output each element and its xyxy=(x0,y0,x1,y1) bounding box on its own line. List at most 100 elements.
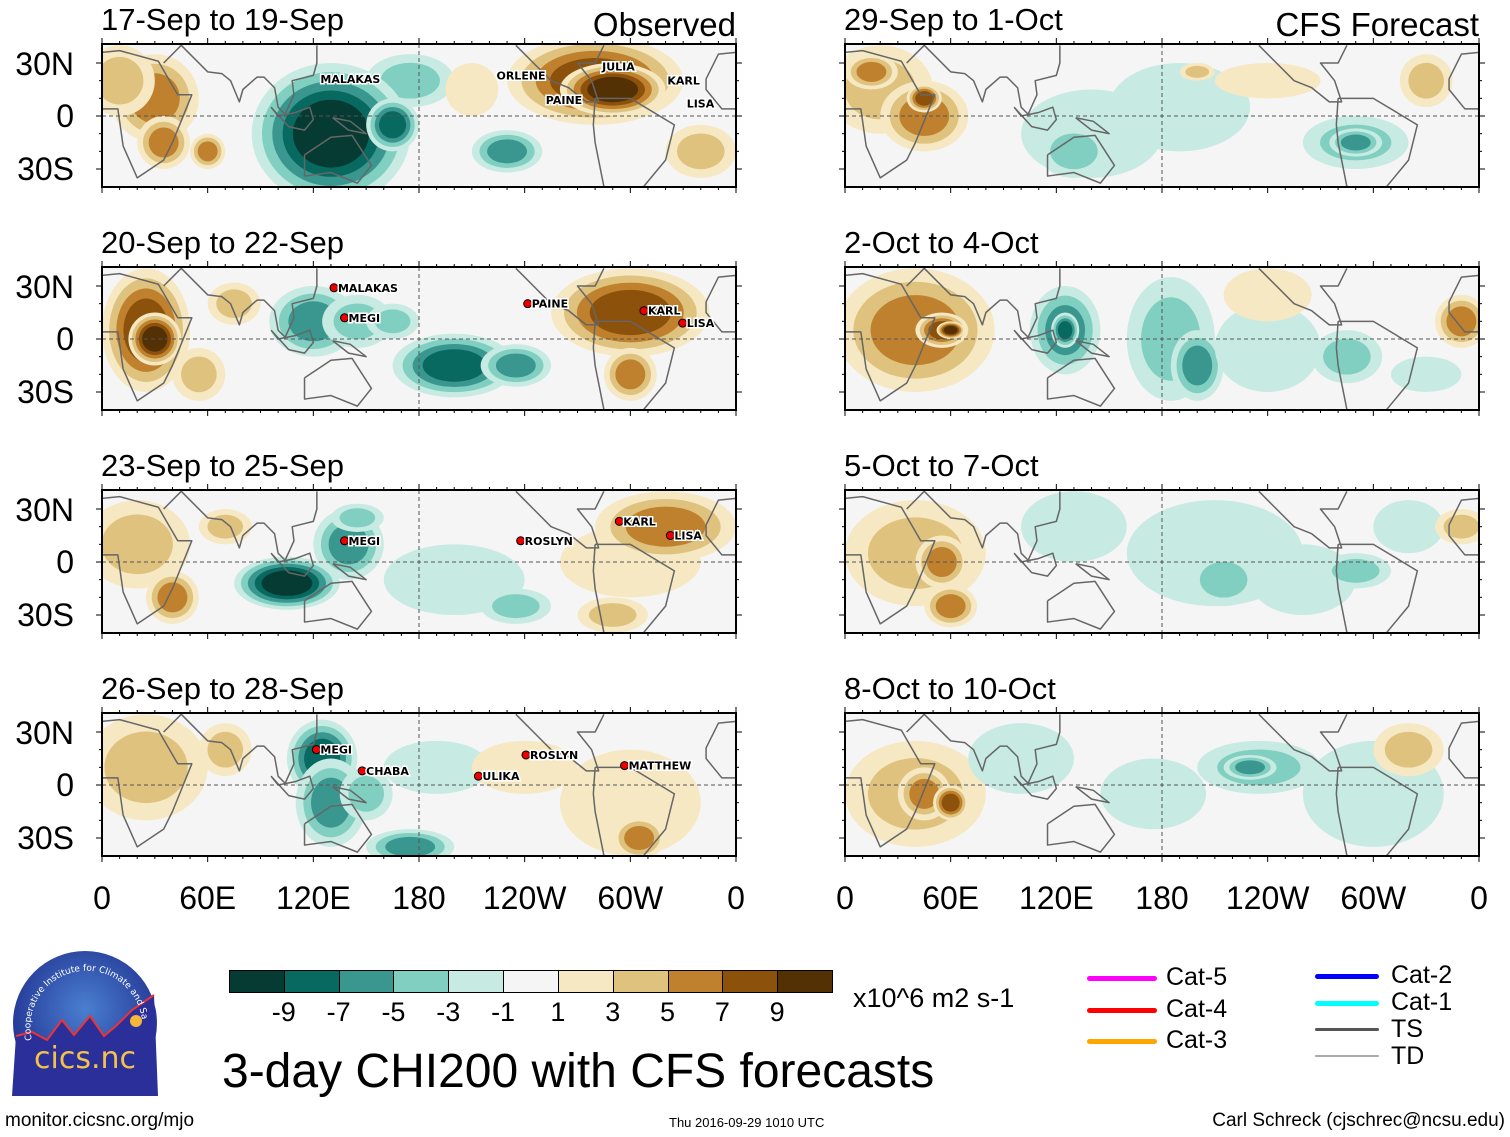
anomaly-contour xyxy=(1182,345,1213,386)
coastline xyxy=(705,497,736,556)
coastline xyxy=(270,775,315,800)
anomaly-contour xyxy=(941,793,960,812)
coastline xyxy=(515,713,605,772)
coastline xyxy=(163,44,318,115)
coastline xyxy=(515,44,605,103)
coastline xyxy=(1046,357,1116,407)
anomaly-contour xyxy=(1199,561,1248,598)
observed-label: Observed xyxy=(592,6,736,43)
panel-title: 5-Oct to 7-Oct xyxy=(844,448,1039,483)
cics-logo: cics.nc Cooperative Institute for Climat… xyxy=(9,943,158,1096)
lon-tick-label: 0 xyxy=(93,880,111,916)
coastline xyxy=(1075,786,1110,804)
storm-label: MATTHEW xyxy=(629,760,692,773)
lon-tick-label: 0 xyxy=(727,880,745,916)
anomaly-contour xyxy=(445,63,499,116)
colorbar-tick-label: -3 xyxy=(436,997,461,1027)
anomaly-contour xyxy=(968,723,1074,794)
anomaly-contour xyxy=(856,61,887,82)
anomaly-contour xyxy=(379,111,407,139)
coastline xyxy=(270,552,315,577)
coastline xyxy=(592,543,676,633)
coastline xyxy=(1258,713,1348,772)
hurricane-icon xyxy=(311,745,321,755)
colorbar-tick-label: 9 xyxy=(769,997,785,1027)
storm-label: ULIKA xyxy=(482,770,520,783)
coastline xyxy=(1013,552,1058,577)
hurricane-icon xyxy=(639,306,649,316)
coastline xyxy=(1448,720,1479,779)
anomaly-contour xyxy=(1214,303,1321,392)
anomaly-contour xyxy=(1223,268,1312,322)
cfs-forecast-label: CFS Forecast xyxy=(1275,6,1479,43)
coastline xyxy=(303,580,373,630)
colorbar-tick-label: -1 xyxy=(491,997,516,1027)
colorbar-tick-label: 5 xyxy=(660,997,676,1027)
anomaly-contour xyxy=(102,56,144,105)
anomaly-contour xyxy=(1021,491,1127,562)
anomaly-contour xyxy=(624,825,655,851)
colorbar-swatch xyxy=(229,970,285,993)
storm-label: CHABA xyxy=(366,765,409,778)
hurricane-icon xyxy=(614,516,624,526)
legend-label: Cat-5 xyxy=(1166,963,1228,991)
coastline xyxy=(303,803,373,853)
hurricane-icon xyxy=(329,283,339,293)
coastline xyxy=(1013,106,1058,131)
storm-label: MALAKAS xyxy=(338,282,398,295)
lon-tick-label: 0 xyxy=(1470,880,1488,916)
coastline xyxy=(906,713,1061,784)
footer-url[interactable]: monitor.cicsnc.org/mjo xyxy=(5,1110,195,1131)
anomaly-contour xyxy=(374,309,411,334)
anomaly-contour xyxy=(1109,63,1251,152)
panel-title: 26-Sep to 28-Sep xyxy=(101,671,345,706)
anomaly-contour xyxy=(261,570,313,596)
chi200-map xyxy=(839,261,1485,416)
legend-label: Cat-2 xyxy=(1391,961,1453,989)
anomaly-contour xyxy=(1185,65,1210,78)
anomaly-contour xyxy=(471,740,578,794)
coastline xyxy=(1075,340,1110,358)
lon-tick-label: 120E xyxy=(275,880,351,916)
coastline xyxy=(163,713,318,784)
storm-label: ROSLYN xyxy=(525,535,573,548)
anomaly-contour xyxy=(102,514,173,575)
storm-label: ORLENE xyxy=(496,69,545,82)
anomaly-contour xyxy=(1057,321,1073,340)
coastline xyxy=(1335,320,1419,410)
coastline xyxy=(1013,329,1058,354)
colorbar-tick-label: -7 xyxy=(326,997,351,1027)
coastline xyxy=(1335,97,1419,187)
map-panel-7 xyxy=(839,484,1485,639)
logo-text: cics.nc xyxy=(34,1041,136,1076)
lat-tick-label: 0 xyxy=(56,767,74,803)
legend-line-cat-2 xyxy=(1315,974,1379,979)
anomaly-contour xyxy=(589,289,671,336)
lat-tick-label: 0 xyxy=(56,321,74,357)
colorbar-swatch xyxy=(338,970,395,993)
coastline xyxy=(1258,490,1348,549)
anomaly-contour xyxy=(422,349,486,382)
chi200-map: MALAKAS MEGI PAINE KARL LISA xyxy=(96,261,742,416)
colorbar-units: x10^6 m2 s-1 xyxy=(853,983,1015,1013)
chi200-map xyxy=(839,38,1485,193)
coastline xyxy=(906,267,1061,338)
colorbar-swatch xyxy=(722,970,779,993)
anomaly-contour xyxy=(1408,62,1444,99)
coastline xyxy=(592,97,676,187)
anomaly-contour xyxy=(625,506,706,547)
anomaly-contour xyxy=(328,524,369,565)
hurricane-icon xyxy=(620,761,630,771)
coastline xyxy=(332,786,367,804)
legend-line-cat-5 xyxy=(1087,976,1157,981)
anomaly-contour xyxy=(1235,760,1266,775)
lat-tick-label: 30N xyxy=(15,715,74,751)
map-panel-5 xyxy=(839,38,1485,193)
anomaly-contour xyxy=(1100,758,1207,830)
lon-tick-label: 180 xyxy=(1135,880,1189,916)
chi200-map: MEGI ROSLYN KARL LISA xyxy=(96,484,742,639)
storm-label: JULIA xyxy=(601,61,635,74)
lon-tick-label: 0 xyxy=(836,880,854,916)
coastline xyxy=(1258,44,1348,103)
